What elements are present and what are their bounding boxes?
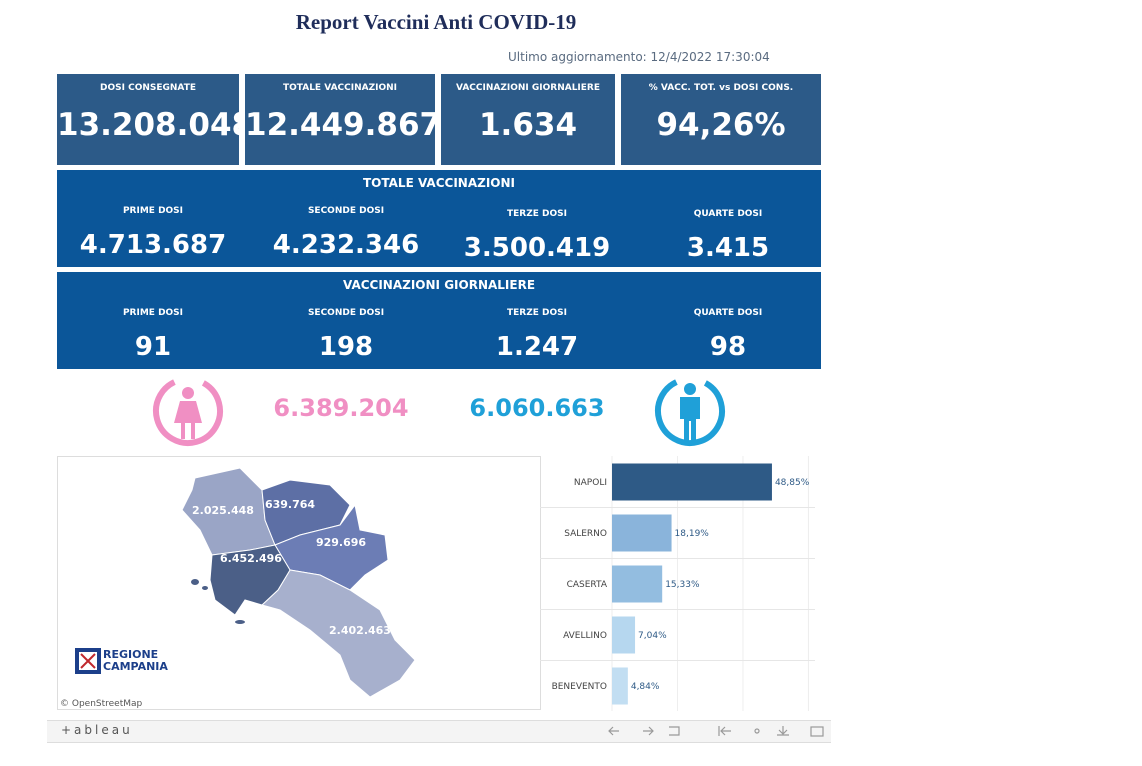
region-value: 2.025.448 (192, 504, 254, 517)
totale-panel: TOTALE VACCINAZIONI PRIME DOSI 4.713.687 S… (57, 170, 821, 267)
panel-title: TOTALE VACCINAZIONI (363, 176, 515, 190)
dose-label: SECONDE DOSI (307, 308, 385, 318)
bar (612, 565, 663, 603)
category-label: SALERNO (564, 529, 607, 539)
panel-title: VACCINAZIONI GIORNALIERE (342, 278, 536, 292)
kpi-box: DOSI CONSEGNATE 13.208.048 (57, 74, 254, 165)
last-update: Ultimo aggiornamento: 12/4/2022 17:30:04 (508, 50, 770, 64)
dose-value: 3.500.419 (463, 233, 611, 263)
fullscreen[interactable] (810, 726, 824, 737)
value-label: 15,33% (665, 580, 700, 590)
kpi-box: TOTALE VACCINAZIONI 12.449.867 (245, 74, 442, 165)
male-total: 6.060.663 (469, 394, 605, 422)
revert[interactable] (669, 726, 680, 736)
bar (612, 616, 636, 654)
dose-label: QUARTE DOSI (693, 308, 763, 318)
logo-text: CAMPANIA (103, 660, 168, 673)
value-label: 48,85% (775, 478, 810, 488)
dose-column: PRIME DOSI 91 (58, 308, 248, 362)
bar (612, 463, 772, 501)
dose-column: SECONDE DOSI 4.232.346 (251, 206, 441, 260)
map-credit: © OpenStreetMap (60, 699, 143, 709)
dose-value: 98 (709, 332, 747, 362)
toolbar: +ableau (47, 720, 831, 743)
value-label: 18,19% (675, 529, 710, 539)
kpi-label: DOSI CONSEGNATE (100, 83, 196, 93)
reset[interactable] (718, 726, 731, 736)
value-label: 4,84% (631, 682, 660, 692)
logo-text: REGIONE (103, 648, 158, 661)
category-label: CASERTA (567, 580, 608, 590)
category-label: AVELLINO (563, 631, 607, 641)
kpi-value: 94,26% (656, 107, 786, 143)
bar-chart: NAPOLI 48,85% SALERNO 18,19% CASERTA 15,33% AV… (540, 456, 815, 711)
region-value: 6.452.496 (220, 552, 282, 565)
kpi-label: % VACC. TOT. vs DOSI CONS. (648, 83, 794, 93)
dose-value: 3.415 (686, 233, 770, 263)
dose-value: 198 (318, 332, 374, 362)
category-label: NAPOLI (574, 478, 607, 488)
kpi-box: % VACC. TOT. vs DOSI CONS. 94,26% (621, 74, 821, 165)
kpi-value: 12.449.867 (245, 107, 442, 143)
title: Report Vaccini Anti COVID-19 (295, 10, 577, 34)
share[interactable] (754, 728, 760, 734)
kpi-label: TOTALE VACCINAZIONI (283, 83, 397, 93)
dose-value: 4.232.346 (272, 230, 420, 260)
giornaliere-panel: VACCINAZIONI GIORNALIERE PRIME DOSI 91 SEC… (57, 272, 821, 369)
dose-label: QUARTE DOSI (693, 209, 763, 219)
region-value: 929.696 (316, 536, 366, 549)
tableau-logo[interactable]: +ableau (61, 723, 133, 737)
region-value: 639.764 (265, 498, 315, 511)
dose-column: SECONDE DOSI 198 (251, 308, 441, 362)
redo[interactable] (643, 726, 654, 736)
bar (612, 667, 628, 705)
dose-value: 4.713.687 (79, 230, 227, 260)
map: 2.025.448 639.764 929.696 6.452.496 2.402.46… (57, 456, 541, 710)
region-value: 2.402.463 (329, 624, 391, 637)
toolbar-icons (608, 726, 824, 737)
female-icon (153, 376, 223, 446)
kpi-value: 13.208.048 (57, 107, 254, 143)
dose-column: QUARTE DOSI 3.415 (633, 209, 823, 263)
dose-label: PRIME DOSI (122, 308, 184, 318)
dose-column: PRIME DOSI 4.713.687 (58, 206, 248, 260)
dose-label: TERZE DOSI (507, 209, 567, 219)
dose-label: TERZE DOSI (507, 308, 567, 318)
kpi-box: VACCINAZIONI GIORNALIERE 1.634 (441, 74, 615, 165)
dose-value: 91 (134, 332, 172, 362)
kpi-value: 1.634 (478, 107, 578, 143)
dose-label: SECONDE DOSI (307, 206, 385, 216)
dose-column: QUARTE DOSI 98 (633, 308, 823, 362)
undo[interactable] (608, 726, 619, 736)
download[interactable] (777, 726, 789, 736)
dose-value: 1.247 (495, 332, 579, 362)
value-label: 7,04% (638, 631, 667, 641)
dose-column: TERZE DOSI 3.500.419 (442, 209, 632, 263)
male-icon (655, 376, 725, 446)
bar (612, 514, 672, 552)
female-total: 6.389.204 (273, 394, 409, 422)
dose-column: TERZE DOSI 1.247 (442, 308, 632, 362)
dose-label: PRIME DOSI (122, 206, 184, 216)
category-label: BENEVENTO (552, 682, 607, 692)
kpi-label: VACCINAZIONI GIORNALIERE (455, 83, 601, 93)
